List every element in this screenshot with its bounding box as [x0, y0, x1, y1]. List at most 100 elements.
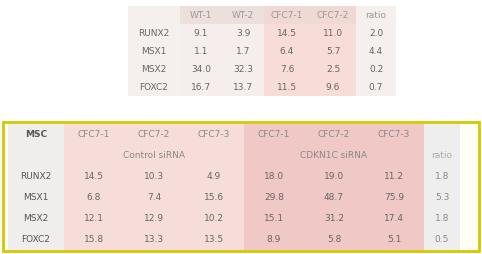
Text: 3.9: 3.9 [236, 28, 250, 38]
Text: 12.9: 12.9 [144, 214, 164, 223]
Bar [244, 229, 304, 250]
Bar [64, 145, 244, 166]
Text: 1.8: 1.8 [435, 172, 449, 181]
Text: 15.6: 15.6 [204, 193, 224, 202]
Bar [128, 24, 180, 42]
Bar [424, 229, 460, 250]
Bar [8, 124, 64, 145]
Bar [8, 229, 64, 250]
Bar [222, 6, 264, 24]
Text: CFC7-3: CFC7-3 [378, 130, 410, 139]
Bar [222, 78, 264, 96]
Bar [356, 24, 396, 42]
Bar [64, 187, 124, 208]
Text: 0.2: 0.2 [369, 65, 383, 73]
Bar [128, 42, 180, 60]
Text: 9.1: 9.1 [194, 28, 208, 38]
Bar [310, 42, 356, 60]
Text: 11.0: 11.0 [323, 28, 343, 38]
Text: 2.0: 2.0 [369, 28, 383, 38]
Text: 11.2: 11.2 [384, 172, 404, 181]
Text: 11.5: 11.5 [277, 83, 297, 91]
Bar [244, 145, 424, 166]
Bar [356, 6, 396, 24]
Text: 13.7: 13.7 [233, 83, 253, 91]
Text: MSX2: MSX2 [23, 214, 49, 223]
Bar [180, 42, 222, 60]
Bar [356, 60, 396, 78]
Text: 14.5: 14.5 [277, 28, 297, 38]
Text: 5.1: 5.1 [387, 235, 401, 244]
Bar [364, 124, 424, 145]
Text: CFC7-3: CFC7-3 [198, 130, 230, 139]
Text: CFC7-1: CFC7-1 [78, 130, 110, 139]
Bar [3, 122, 479, 251]
Text: 19.0: 19.0 [324, 172, 344, 181]
Bar [310, 78, 356, 96]
Bar [222, 42, 264, 60]
Text: 1.1: 1.1 [194, 46, 208, 56]
Bar [364, 187, 424, 208]
Text: MSX1: MSX1 [141, 46, 167, 56]
Bar [264, 42, 310, 60]
Bar [356, 42, 396, 60]
Text: WT-1: WT-1 [190, 10, 212, 20]
Bar [8, 166, 64, 187]
Bar [8, 187, 64, 208]
Text: FOXC2: FOXC2 [140, 83, 168, 91]
Bar [424, 187, 460, 208]
Text: 10.3: 10.3 [144, 172, 164, 181]
Text: 8.9: 8.9 [267, 235, 281, 244]
Text: FOXC2: FOXC2 [22, 235, 51, 244]
Bar [264, 60, 310, 78]
Bar [264, 78, 310, 96]
Text: CFC7-2: CFC7-2 [317, 10, 349, 20]
Bar [128, 6, 180, 24]
Text: 6.4: 6.4 [280, 46, 294, 56]
Bar [180, 6, 222, 24]
Text: 5.8: 5.8 [327, 235, 341, 244]
Bar [264, 6, 310, 24]
Text: 32.3: 32.3 [233, 65, 253, 73]
Bar [184, 208, 244, 229]
Bar [304, 208, 364, 229]
Bar [64, 229, 124, 250]
Bar [424, 166, 460, 187]
Text: MSX1: MSX1 [23, 193, 49, 202]
Text: 4.9: 4.9 [207, 172, 221, 181]
Text: Control siRNA: Control siRNA [123, 151, 185, 160]
Text: 48.7: 48.7 [324, 193, 344, 202]
Text: 31.2: 31.2 [324, 214, 344, 223]
Text: 2.5: 2.5 [326, 65, 340, 73]
Bar [264, 24, 310, 42]
Bar [64, 166, 124, 187]
Text: 5.7: 5.7 [326, 46, 340, 56]
Bar [424, 124, 460, 145]
Text: 7.6: 7.6 [280, 65, 294, 73]
Bar [304, 229, 364, 250]
Text: 15.1: 15.1 [264, 214, 284, 223]
Text: RUNX2: RUNX2 [138, 28, 170, 38]
Text: CFC7-2: CFC7-2 [318, 130, 350, 139]
Text: CFC7-1: CFC7-1 [258, 130, 290, 139]
Text: MSC: MSC [25, 130, 47, 139]
Bar [244, 208, 304, 229]
Text: CFC7-1: CFC7-1 [271, 10, 303, 20]
Text: MSX2: MSX2 [141, 65, 167, 73]
Bar [304, 124, 364, 145]
Text: 5.3: 5.3 [435, 193, 449, 202]
Text: 14.5: 14.5 [84, 172, 104, 181]
Bar [180, 60, 222, 78]
Bar [184, 187, 244, 208]
Text: 75.9: 75.9 [384, 193, 404, 202]
Bar [244, 166, 304, 187]
Bar [222, 60, 264, 78]
Bar [304, 187, 364, 208]
Text: 15.8: 15.8 [84, 235, 104, 244]
Bar [124, 124, 184, 145]
Text: 34.0: 34.0 [191, 65, 211, 73]
Bar [128, 78, 180, 96]
Text: 0.5: 0.5 [435, 235, 449, 244]
Text: 9.6: 9.6 [326, 83, 340, 91]
Bar [424, 208, 460, 229]
